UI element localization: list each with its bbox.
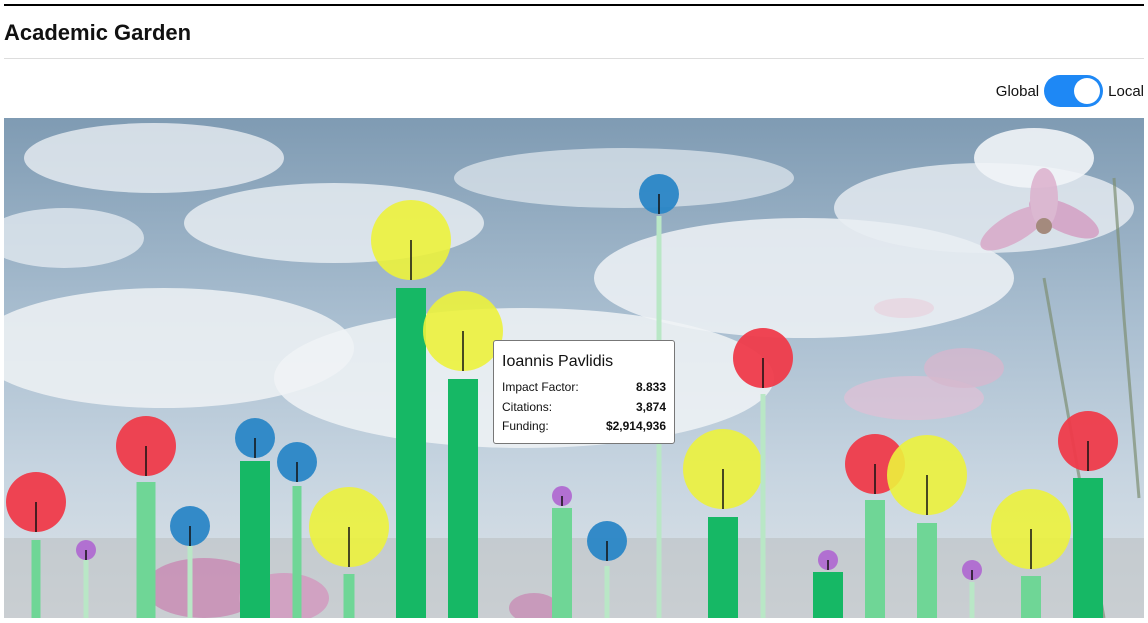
flower-stem[interactable]	[969, 582, 975, 618]
tooltip-row-impact: Impact Factor: 8.833	[502, 378, 666, 398]
flower-stem[interactable]	[604, 566, 610, 618]
flower-yellow[interactable]	[423, 291, 503, 618]
garden-visualization: Ioannis Pavlidis Impact Factor: 8.833 Ci…	[4, 118, 1144, 618]
flower-blue[interactable]	[277, 442, 317, 618]
tooltip-label: Funding:	[502, 419, 549, 433]
global-local-switch[interactable]	[1044, 75, 1104, 107]
toggle-label-local[interactable]: Local	[1108, 82, 1144, 100]
flower-stem[interactable]	[31, 540, 41, 618]
flower-stem[interactable]	[552, 508, 572, 618]
top-rule	[4, 4, 1144, 6]
flower-stem[interactable]	[136, 482, 156, 618]
flower-stem[interactable]	[708, 517, 738, 618]
flower-purple[interactable]	[76, 540, 96, 618]
tooltip-label: Citations:	[502, 399, 553, 414]
flower-purple[interactable]	[813, 550, 843, 618]
tooltip-value: 8.833	[635, 380, 666, 394]
tooltip-row-citations: Citations: 3,874	[502, 398, 666, 418]
tooltip-name: Ioannis Pavlidis	[502, 353, 614, 370]
flower-red[interactable]	[116, 416, 176, 618]
flower-stem[interactable]	[396, 288, 426, 618]
tooltip-label: Impact Factor:	[502, 380, 579, 394]
flower-purple[interactable]	[962, 560, 982, 618]
tooltip-row-funding: Funding: $2,914,936	[502, 417, 666, 437]
flower-blue[interactable]	[170, 506, 210, 618]
flower-yellow[interactable]	[991, 489, 1071, 618]
tooltip-value: $2,914,936	[605, 419, 666, 433]
flower-yellow[interactable]	[683, 429, 763, 618]
switch-knob[interactable]	[1074, 78, 1101, 104]
flower-yellow[interactable]	[371, 200, 451, 618]
flower-stem[interactable]	[448, 379, 478, 618]
flower-yellow[interactable]	[309, 487, 389, 618]
scope-toggle-group: Global Local	[996, 75, 1144, 107]
flower-stem[interactable]	[292, 486, 302, 618]
flower-red[interactable]	[733, 328, 793, 618]
header-divider	[4, 58, 1144, 59]
flower-stem[interactable]	[343, 574, 355, 618]
toggle-label-global[interactable]: Global	[995, 82, 1040, 100]
researcher-tooltip: Ioannis Pavlidis Impact Factor: 8.833 Ci…	[493, 340, 675, 444]
flower-blue[interactable]	[235, 418, 275, 618]
flower-stem[interactable]	[240, 461, 270, 618]
flower-stem[interactable]	[83, 560, 89, 618]
flower-stem[interactable]	[813, 572, 843, 618]
flower-stem[interactable]	[760, 394, 766, 618]
flower-stem[interactable]	[917, 523, 937, 618]
tooltip-value: 3,874	[635, 399, 666, 414]
flower-yellow[interactable]	[887, 435, 967, 618]
flower-red[interactable]	[6, 472, 66, 618]
flower-stem[interactable]	[865, 500, 885, 618]
flower-stem[interactable]	[187, 546, 193, 618]
flower-stem[interactable]	[1073, 478, 1103, 618]
flower-blue[interactable]	[587, 521, 627, 618]
flower-purple[interactable]	[552, 486, 572, 618]
page-title: Academic Garden	[4, 20, 192, 45]
flower-red[interactable]	[1058, 411, 1118, 618]
flower-stem[interactable]	[1021, 576, 1041, 618]
